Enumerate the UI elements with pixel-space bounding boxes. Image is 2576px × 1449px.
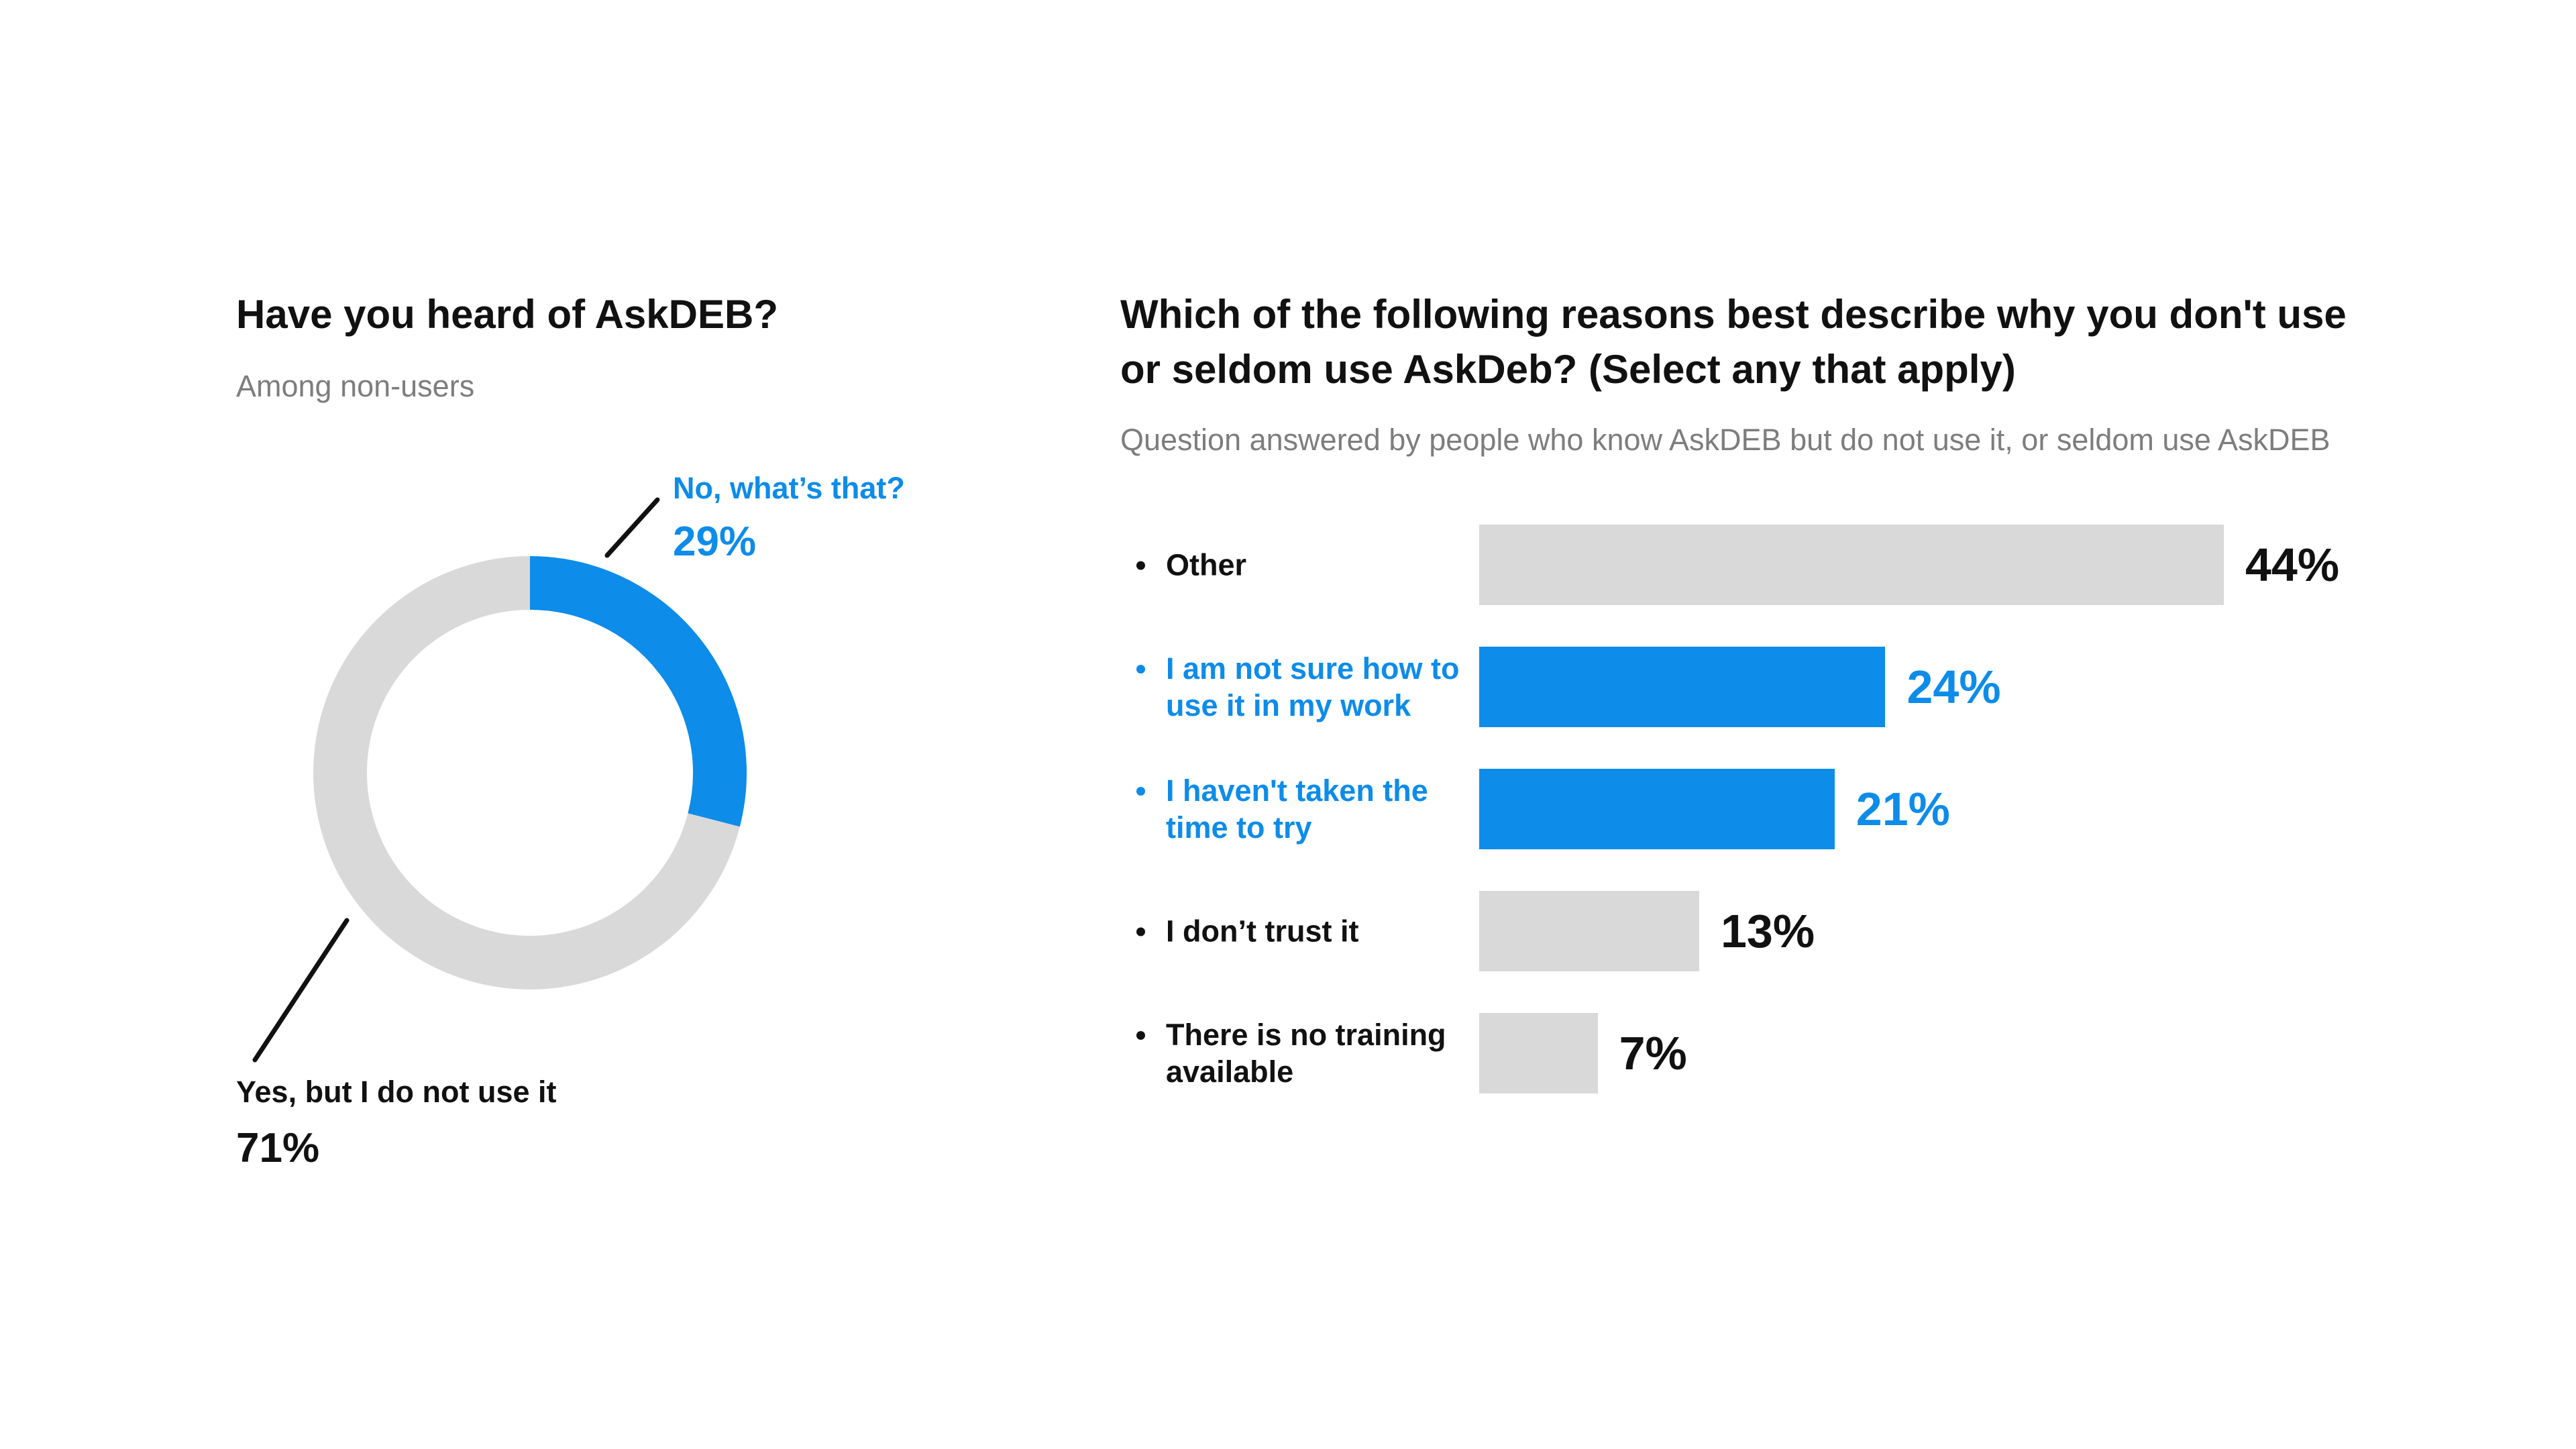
- callout-line-no: [604, 497, 660, 558]
- donut-slice-1: [313, 556, 740, 989]
- bar-chart-title: Which of the following reasons best desc…: [1120, 292, 2347, 392]
- bar: [1479, 769, 1835, 849]
- bar-row: There is no training available 7%: [1120, 1013, 2529, 1093]
- bar-category-label: There is no training available: [1120, 1016, 1483, 1090]
- bar-value-label: 24%: [1907, 661, 2001, 713]
- bar-category-label: I don’t trust it: [1120, 913, 1483, 950]
- bar-value-label: 13%: [1720, 905, 1815, 957]
- bar: [1479, 1013, 1598, 1093]
- callout-line-yes: [252, 918, 350, 1063]
- bar: [1479, 891, 1699, 971]
- donut-chart-title: Have you heard of AskDEB?: [236, 292, 778, 337]
- bar-chart-subtitle: Question answered by people who know Ask…: [1120, 423, 2330, 457]
- bar-category-label: I haven't taken the time to try: [1120, 772, 1483, 846]
- bar-category-label: Other: [1120, 547, 1483, 584]
- bar-row: I haven't taken the time to try 21%: [1120, 769, 2529, 849]
- slice-label-no: No, what’s that?: [673, 471, 905, 505]
- donut-slice-0: [529, 556, 747, 827]
- slice-value-no: 29%: [673, 519, 757, 565]
- bar-row: I don’t trust it 13%: [1120, 891, 2529, 971]
- donut-slices: [313, 556, 747, 989]
- bar: [1479, 647, 1886, 727]
- bar-category-label: I am not sure how to use it in my work: [1120, 650, 1483, 724]
- bar-value-label: 44%: [2245, 539, 2340, 591]
- bar-row: Other 44%: [1120, 525, 2529, 605]
- bar-value-label: 21%: [1856, 783, 1950, 835]
- donut-chart-subtitle: Among non-users: [236, 369, 475, 403]
- bar-value-label: 7%: [1619, 1027, 1687, 1079]
- slice-value-yes: 71%: [236, 1125, 320, 1171]
- slice-label-yes: Yes, but I do not use it: [236, 1075, 557, 1109]
- bar-row: I am not sure how to use it in my work 24…: [1120, 647, 2529, 727]
- bar: [1479, 525, 2224, 605]
